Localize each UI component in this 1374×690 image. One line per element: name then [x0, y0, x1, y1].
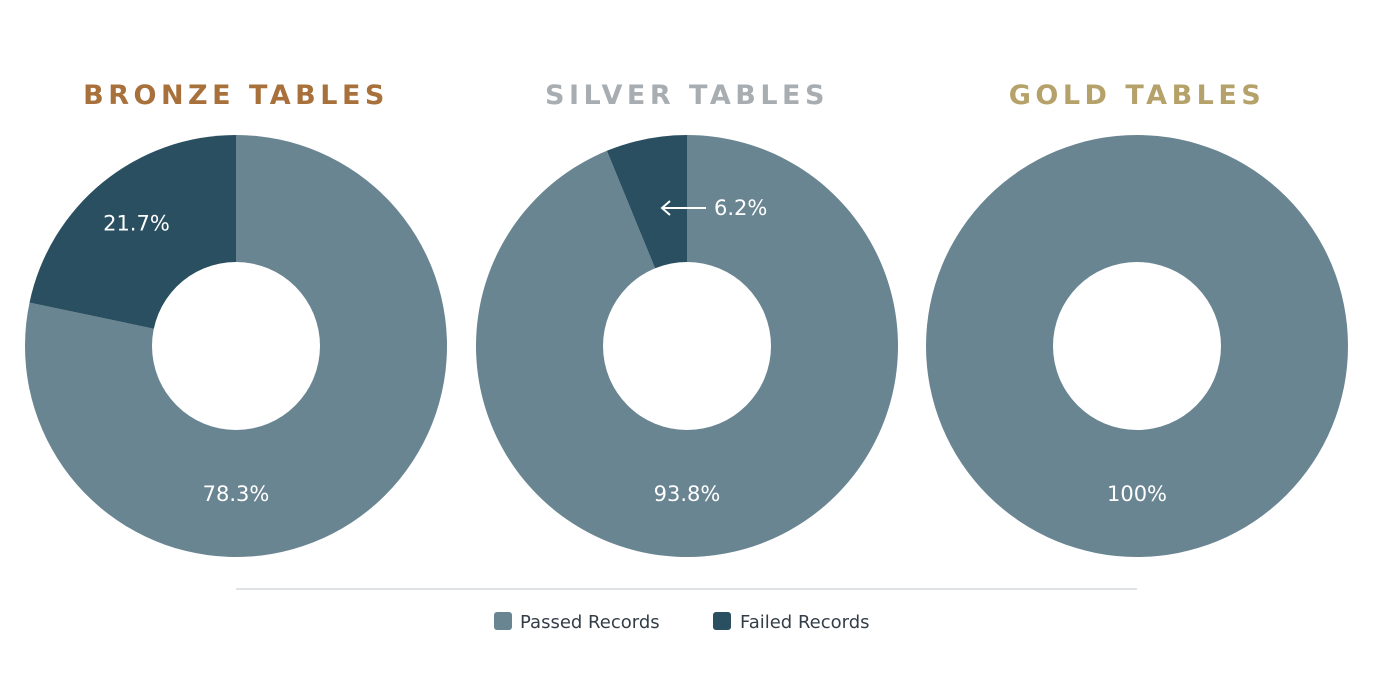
bronze-tables-title: BRONZE TABLES	[83, 80, 389, 111]
silver-tables-chart: SILVER TABLES 93.8% 6.2%	[476, 80, 899, 557]
gold-tables-title: GOLD TABLES	[1009, 80, 1266, 111]
gold-tables-chart: GOLD TABLES 100%	[926, 80, 1348, 557]
bronze-tables-label-failed-records: 21.7%	[103, 211, 170, 235]
silver-tables-donut-hole	[603, 262, 771, 430]
bronze-tables-label-passed-records: 78.3%	[203, 482, 270, 506]
silver-tables-title: SILVER TABLES	[545, 80, 829, 111]
legend-label-failed: Failed Records	[740, 612, 870, 633]
charts-layer: BRONZE TABLES 78.3% 21.7% SILVER TABLES 93.8…	[24, 80, 1348, 557]
silver-tables-callout-arrow-icon	[660, 200, 706, 216]
legend-swatch-passed	[494, 612, 512, 630]
legend-swatch-failed	[713, 612, 731, 630]
bronze-tables-chart: BRONZE TABLES 78.3% 21.7%	[24, 80, 447, 557]
legend: Passed Records Failed Records	[494, 612, 870, 633]
bronze-tables-donut-hole	[152, 262, 320, 430]
gold-tables-label-passed-records: 100%	[1107, 482, 1167, 506]
silver-tables-label-failed-records: 6.2%	[714, 196, 767, 220]
silver-tables-callout-arrow-head	[660, 200, 671, 216]
legend-label-passed: Passed Records	[520, 612, 660, 633]
gold-tables-donut-hole	[1053, 262, 1221, 430]
silver-tables-label-passed-records: 93.8%	[654, 482, 721, 506]
